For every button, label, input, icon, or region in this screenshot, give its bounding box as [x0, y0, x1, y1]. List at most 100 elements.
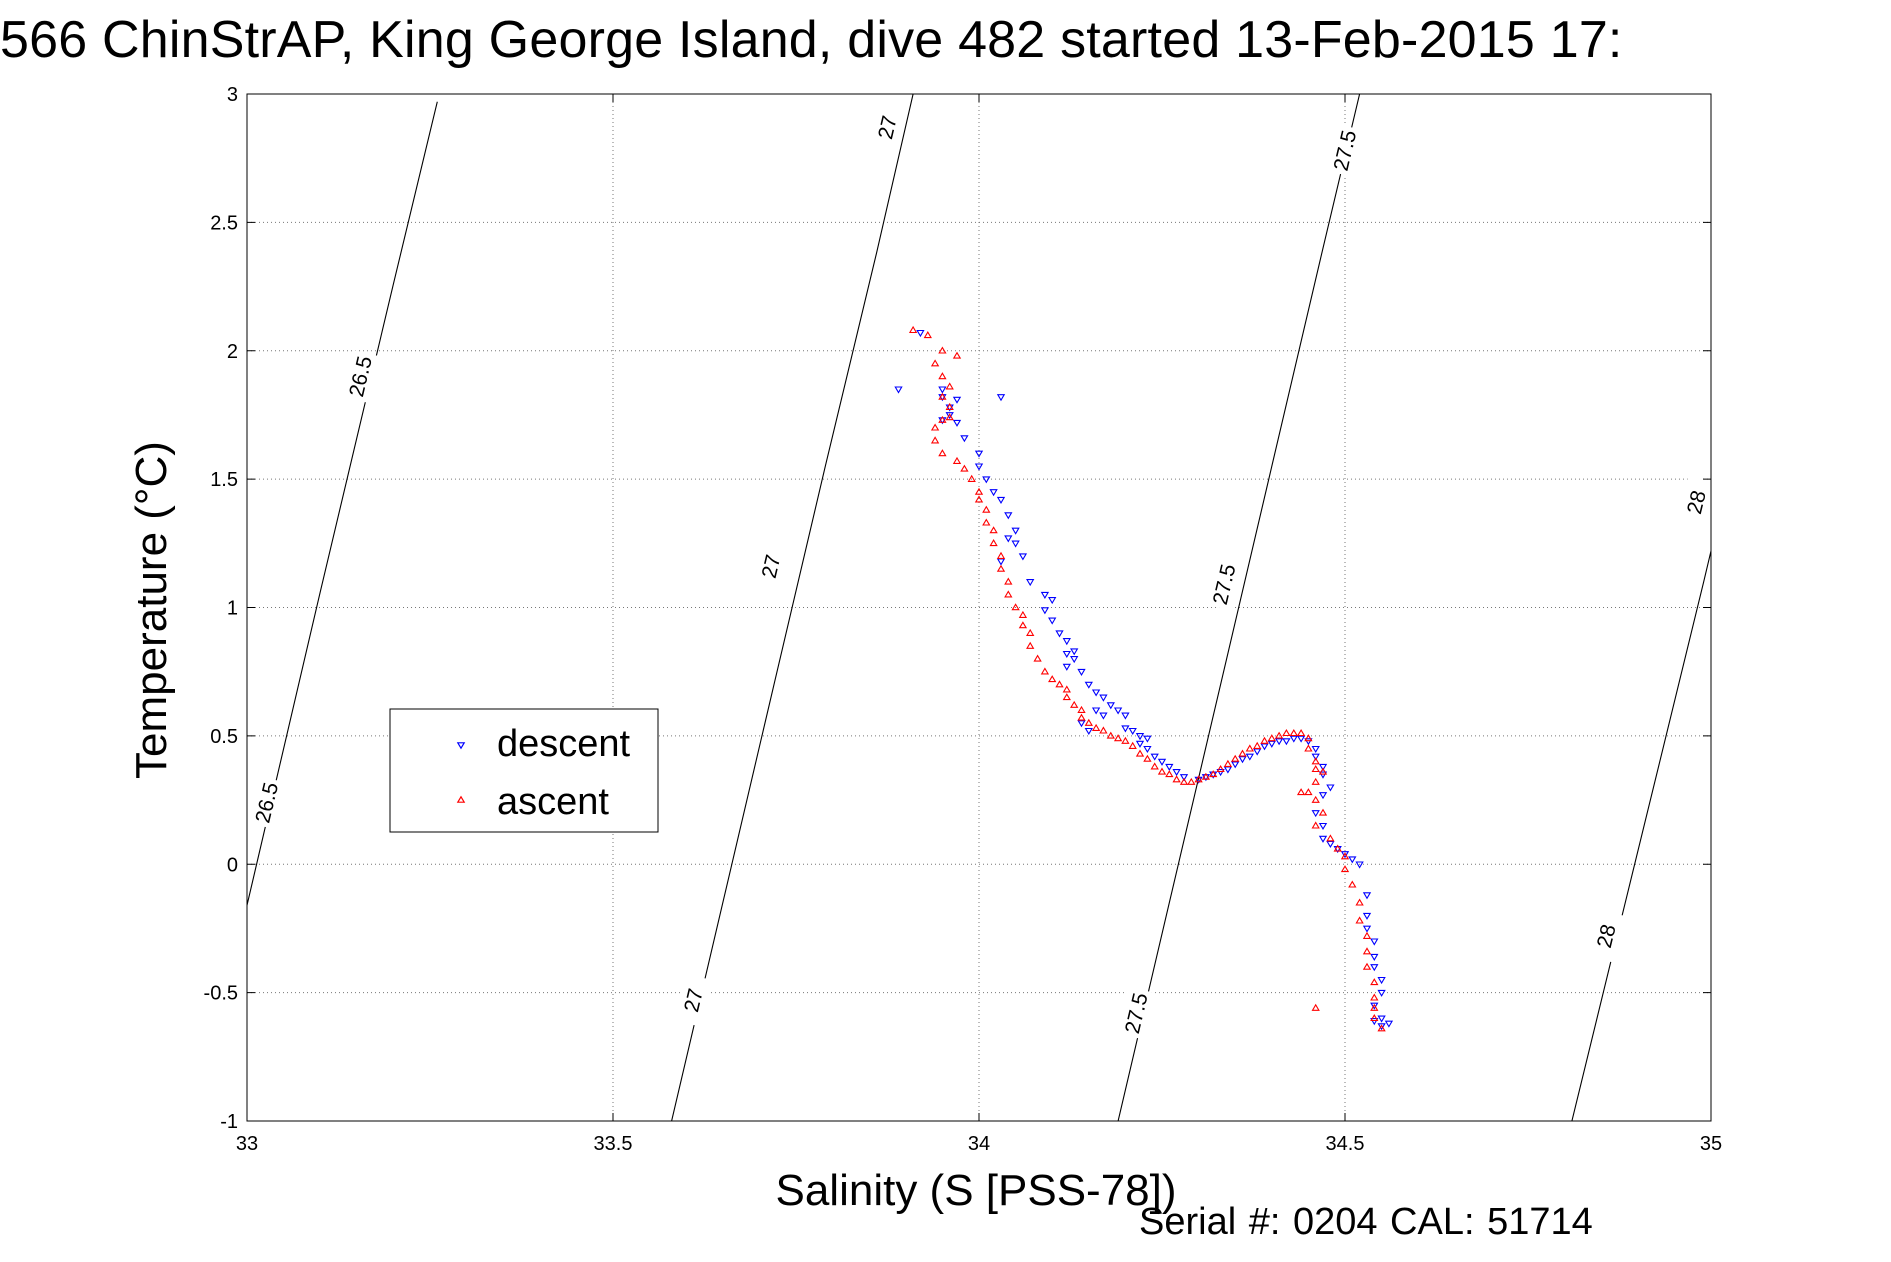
- data-point-descent: [996, 558, 1006, 566]
- data-point-ascent: [1004, 590, 1013, 598]
- data-point-descent: [952, 419, 962, 427]
- contour-label-bg: [247, 776, 286, 830]
- x-tick-label: 35: [1700, 1133, 1722, 1155]
- data-point-descent: [1362, 912, 1372, 920]
- data-point-ascent: [1355, 898, 1364, 906]
- data-point-ascent: [1260, 736, 1269, 744]
- data-point-descent: [1318, 792, 1328, 800]
- data-point-ascent: [1282, 729, 1291, 737]
- data-point-ascent: [938, 415, 947, 423]
- data-point-ascent: [1150, 762, 1159, 770]
- data-point-ascent: [974, 487, 984, 495]
- data-point-descent: [1370, 953, 1379, 961]
- data-point-ascent: [1304, 734, 1313, 742]
- data-point-descent: [1099, 694, 1108, 702]
- data-point-ascent: [923, 331, 932, 339]
- y-tick-label: 0.5: [210, 726, 238, 748]
- density-contour-26.5: 26.526.5: [247, 101, 438, 906]
- data-point-ascent: [938, 346, 947, 354]
- data-point-descent: [974, 463, 984, 471]
- data-point-ascent: [1099, 726, 1108, 734]
- data-point-descent: [1377, 1023, 1386, 1031]
- data-point-ascent: [967, 474, 976, 482]
- data-point-descent: [1362, 925, 1372, 933]
- data-point-ascent: [1370, 993, 1379, 1001]
- data-point-ascent: [952, 351, 962, 359]
- data-point-descent: [1004, 535, 1013, 543]
- data-point-descent: [1311, 810, 1320, 818]
- data-point-descent: [1135, 733, 1145, 741]
- data-point-descent: [996, 496, 1006, 504]
- data-point-descent: [1062, 663, 1071, 671]
- data-point-descent: [1091, 689, 1101, 697]
- data-point-ascent: [1135, 749, 1145, 757]
- data-point-ascent: [1040, 667, 1050, 675]
- data-point-ascent: [930, 359, 940, 367]
- data-point-descent: [1011, 540, 1020, 548]
- y-tick-label: 0: [227, 854, 238, 876]
- data-point-ascent: [1311, 1003, 1320, 1011]
- data-point-descent: [1055, 630, 1064, 638]
- x-axis-label: Salinity (S [PSS-78]): [775, 1166, 1176, 1215]
- data-point-descent: [1165, 763, 1174, 771]
- data-point-descent: [1091, 707, 1101, 715]
- data-point-ascent: [1311, 757, 1320, 765]
- data-point-ascent: [938, 392, 947, 400]
- contour-label: 28: [1593, 922, 1621, 950]
- data-point-ascent: [1311, 765, 1320, 773]
- data-point-ascent: [952, 456, 962, 464]
- data-point-descent: [1289, 735, 1298, 743]
- data-point-descent: [1099, 712, 1108, 720]
- data-point-descent: [1238, 756, 1247, 764]
- data-point-descent: [1318, 763, 1328, 771]
- data-point-ascent: [1370, 1003, 1379, 1011]
- data-point-descent: [1304, 738, 1313, 746]
- data-point-ascent: [1157, 767, 1167, 775]
- x-tick-label: 33.5: [594, 1133, 633, 1155]
- data-point-descent: [1179, 774, 1189, 782]
- data-point-descent: [1048, 617, 1057, 625]
- data-point-descent: [1070, 656, 1079, 664]
- data-point-descent: [1282, 738, 1291, 746]
- data-point-ascent: [1304, 744, 1313, 752]
- data-point-ascent: [1362, 931, 1372, 939]
- contour-label-bg: [752, 539, 791, 593]
- data-point-ascent: [930, 436, 940, 444]
- data-series: [894, 325, 1394, 1032]
- data-point-ascent: [1326, 834, 1335, 842]
- data-point-ascent: [945, 402, 954, 411]
- data-point-ascent: [1055, 680, 1064, 688]
- data-point-descent: [1267, 740, 1276, 748]
- data-point-ascent: [1311, 795, 1320, 803]
- data-point-ascent: [938, 449, 947, 457]
- density-contour-28: 28 28: [1571, 475, 1716, 1121]
- data-point-descent: [1077, 668, 1086, 676]
- data-point-ascent: [1033, 654, 1042, 662]
- data-point-ascent: [1348, 880, 1357, 888]
- contour-label-bg: [1325, 123, 1365, 178]
- data-point-ascent: [982, 505, 991, 513]
- contour-line: [247, 101, 438, 906]
- data-point-ascent: [1362, 947, 1372, 955]
- data-point-ascent: [1216, 765, 1225, 773]
- data-point-descent: [1377, 989, 1386, 997]
- axis-ticks: 33 33.5 34 34.5 35 -1 -0.5 0 0.5 1 1.5 2 2.5 3: [204, 84, 1723, 1155]
- data-point-descent: [1318, 835, 1328, 843]
- data-point-ascent: [1377, 1024, 1386, 1032]
- grid-lines: [247, 94, 1711, 1121]
- data-point-descent: [1377, 976, 1386, 985]
- data-point-descent: [1223, 766, 1233, 774]
- data-point-descent: [982, 476, 991, 484]
- y-tick-label: 3: [227, 84, 238, 106]
- data-point-descent: [960, 435, 969, 443]
- data-point-descent: [1348, 856, 1357, 864]
- legend: descent ascent: [389, 708, 659, 833]
- contour-label-bg: [674, 973, 713, 1027]
- series-descent: [894, 329, 1394, 1031]
- density-contour-27: 27 27 27: [671, 94, 914, 1121]
- data-point-ascent: [945, 382, 954, 390]
- data-point-ascent: [1106, 731, 1115, 739]
- contour-label-bg: [1117, 986, 1156, 1040]
- data-point-ascent: [996, 564, 1006, 572]
